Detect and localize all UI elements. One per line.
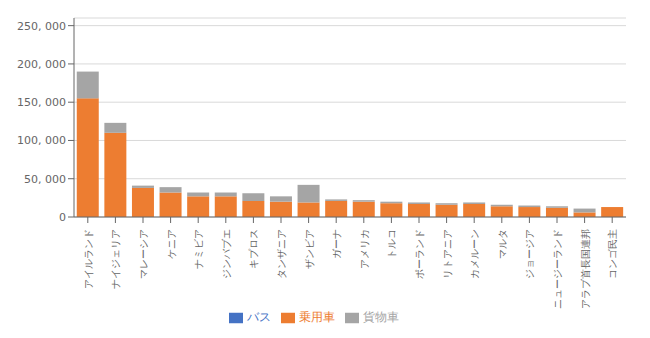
html-text:乗用車: 乗用車 xyxy=(299,310,335,324)
svg-text:アメリカ: アメリカ xyxy=(359,229,370,269)
svg-text:ザンビア: ザンビア xyxy=(304,229,315,269)
svg-text:トルコ: トルコ xyxy=(386,229,397,259)
html-text:貨物車: 貨物車 xyxy=(363,310,399,324)
svg-text:アラブ首長国連邦: アラブ首長国連邦 xyxy=(580,229,591,309)
svg-text:アイルランド: アイルランド xyxy=(83,229,94,289)
svg-text:ジンバブエ: ジンバブエ xyxy=(221,229,232,279)
svg-text:ケニア: ケニア xyxy=(166,229,177,259)
svg-text:ニュージーランド: ニュージーランド xyxy=(552,229,563,309)
svg-text:カメルーン: カメルーン xyxy=(469,229,480,279)
svg-text:ナイジェリア: ナイジェリア xyxy=(110,229,121,289)
svg-text:200, 000: 200, 000 xyxy=(17,58,66,71)
svg-text:150, 000: 150, 000 xyxy=(17,96,66,109)
svg-text:50, 000: 50, 000 xyxy=(24,173,66,186)
svg-text:タンザニア: タンザニア xyxy=(276,229,287,279)
svg-text:コンゴ民主: コンゴ民主 xyxy=(607,229,618,279)
svg-text:ポーランド: ポーランド xyxy=(414,229,425,279)
svg-text:キプロス: キプロス xyxy=(248,229,259,269)
svg-text:ジョージア: ジョージア xyxy=(524,229,535,279)
svg-text:マルタ: マルタ xyxy=(497,229,508,259)
svg-text:ナミビア: ナミビア xyxy=(193,229,204,269)
svg-text:0: 0 xyxy=(59,211,66,224)
svg-text:100, 000: 100, 000 xyxy=(17,134,66,147)
svg-text:ガーナ: ガーナ xyxy=(331,229,342,259)
svg-text:リトアニア: リトアニア xyxy=(442,229,453,279)
svg-text:250, 000: 250, 000 xyxy=(17,20,66,33)
html-text:バス: バス xyxy=(247,310,271,324)
svg-text:マレーシア: マレーシア xyxy=(138,229,149,279)
